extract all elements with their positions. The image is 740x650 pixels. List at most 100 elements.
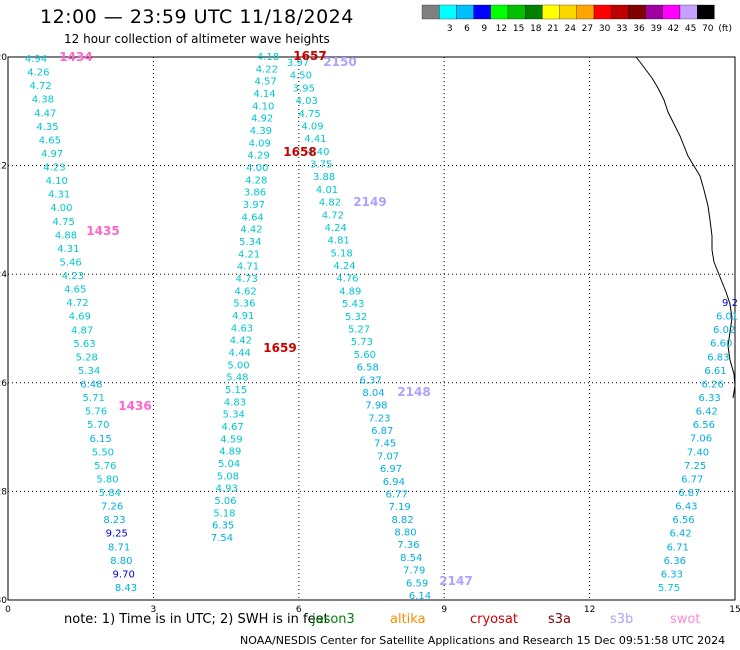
x-tick-label: 9	[441, 605, 447, 612]
track2-value: 7.54	[211, 533, 233, 544]
pass-time-label: 1659	[263, 341, 296, 355]
satellite-name: jason3	[312, 612, 355, 627]
track4-value: 5.75	[658, 583, 680, 594]
y-tick-label: -30	[0, 596, 7, 606]
track3-value: 7.19	[389, 502, 411, 513]
legend-label: 27	[582, 24, 593, 34]
pass-time-label: 1658	[283, 145, 316, 159]
track2-value: 5.00	[227, 360, 249, 371]
track3-value: 5.43	[342, 299, 364, 310]
track2-value: 4.89	[219, 447, 241, 458]
track2-value: 5.08	[217, 471, 239, 482]
x-tick-label: 15	[729, 605, 740, 612]
track1-value: 9.70	[113, 569, 135, 580]
satellite-name: altika	[390, 612, 426, 627]
track3-value: 4.09	[301, 121, 323, 132]
track4-value: 6.56	[693, 420, 715, 431]
track3-value: 7.07	[377, 451, 399, 462]
track2-value: 4.39	[250, 126, 272, 137]
track4-value: 6.33	[699, 393, 721, 404]
x-tick-label: 12	[584, 605, 595, 612]
pass-time-label: 2150	[323, 55, 356, 69]
track1-value: 5.63	[73, 339, 95, 350]
track1-value: 8.23	[103, 515, 125, 526]
track2-value: 4.59	[220, 434, 242, 445]
track1-value: 4.23	[43, 163, 65, 174]
pass-time-label: 2147	[439, 574, 472, 588]
y-tick-label: -20	[0, 53, 7, 63]
track3-value: 3.95	[293, 83, 315, 94]
legend-label: 42	[668, 24, 679, 34]
track2-value: 4.71	[237, 262, 259, 273]
y-tick-label: -26	[0, 379, 7, 389]
track2-value: 4.29	[247, 151, 269, 162]
track2-value: 4.92	[251, 114, 273, 125]
track2-value: 4.09	[249, 138, 271, 149]
track3-value: 4.41	[304, 134, 326, 145]
track3-value: 6.14	[409, 591, 431, 602]
track3-value: 6.77	[386, 489, 408, 500]
track4-value: 6.77	[681, 474, 703, 485]
track2-value: 4.14	[253, 89, 275, 100]
track2-value: 4.64	[242, 212, 264, 223]
track3-value: 5.32	[345, 312, 367, 323]
map-subtitle: 12 hour collection of altimeter wave hei…	[64, 32, 330, 46]
track1-value: 4.23	[62, 271, 84, 282]
track3-value: 4.40	[307, 147, 329, 158]
y-tick-label: -24	[0, 270, 7, 280]
track1-value: 6.48	[80, 380, 102, 391]
track4-value: 6.02	[713, 325, 735, 336]
track3-value: 3.75	[310, 160, 332, 171]
track1-value: 5.28	[76, 352, 98, 363]
track3-value: 6.58	[357, 363, 379, 374]
track2-value: 5.04	[218, 459, 240, 470]
track4-value: 7.40	[687, 447, 709, 458]
footnote-text: note: 1) Time is in UTC; 2) SWH is in fe…	[64, 612, 329, 627]
legend-label: 45	[685, 24, 696, 34]
credit-line: NOAA/NESDIS Center for Satellite Applica…	[240, 634, 726, 647]
legend-label: 33	[616, 24, 627, 34]
track3-value: 6.97	[380, 464, 402, 475]
track4-value: 6.71	[667, 542, 689, 553]
track3-value: 4.24	[333, 261, 355, 272]
track3-value: 5.27	[348, 325, 370, 336]
track3-value: 4.81	[328, 236, 350, 247]
legend-swatch	[697, 4, 715, 20]
track1-value: 4.75	[53, 217, 75, 228]
track1-value: 4.72	[29, 81, 51, 92]
track2-value: 4.42	[240, 225, 262, 236]
y-tick-label: -22	[0, 162, 7, 172]
track1-value: 4.35	[36, 122, 58, 133]
track3-value: 4.50	[290, 71, 312, 82]
track3-value: 6.94	[383, 477, 405, 488]
track2-value: 6.35	[212, 521, 234, 532]
track2-value: 4.44	[229, 348, 251, 359]
track1-value: 4.72	[66, 298, 88, 309]
track2-value: 3.86	[244, 188, 266, 199]
track1-value: 4.00	[50, 203, 72, 214]
track2-value: 4.42	[230, 336, 252, 347]
track3-value: 6.59	[406, 578, 428, 589]
track3-value: 4.72	[322, 210, 344, 221]
legend-label: 6	[464, 24, 470, 34]
track1-value: 8.43	[115, 583, 137, 594]
map-title: 12:00 — 23:59 UTC 11/18/2024	[40, 6, 354, 28]
track1-value: 4.87	[71, 325, 93, 336]
track3-value: 4.75	[298, 109, 320, 120]
track1-value: 4.26	[27, 68, 49, 79]
track3-value: 5.18	[330, 248, 352, 259]
track4-value: 6.83	[707, 352, 729, 363]
pass-time-label: 1657	[293, 49, 326, 63]
track3-value: 4.03	[296, 96, 318, 107]
track3-value: 5.60	[354, 350, 376, 361]
track1-value: 4.65	[39, 135, 61, 146]
track1-value: 4.38	[32, 95, 54, 106]
track1-value: 5.76	[85, 407, 107, 418]
track4-value: 6.61	[704, 366, 726, 377]
track4-value: 7.25	[684, 461, 706, 472]
track2-value: 4.28	[245, 175, 267, 186]
legend-label: 24	[564, 24, 576, 34]
track2-value: 4.67	[221, 422, 243, 433]
legend-label: 9	[481, 24, 487, 34]
satellite-name: s3a	[548, 612, 572, 627]
